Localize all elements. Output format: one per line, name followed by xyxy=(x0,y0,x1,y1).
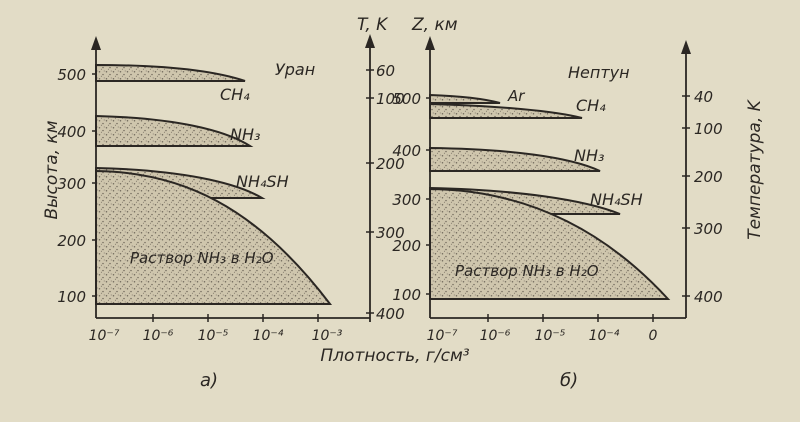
right-temperature-tick-400: 400 xyxy=(694,288,723,306)
right-y-tick-500: 500 xyxy=(392,90,421,108)
left-layer-ch4 xyxy=(95,63,246,82)
right-panel-caption: б) xyxy=(560,370,578,391)
left-x-tick-1e-3: 10⁻³ xyxy=(312,328,343,344)
right-temperature-axis-arrow xyxy=(681,40,691,54)
left-label-nh3: NH₃ xyxy=(230,125,260,144)
left-x-tick-1e-7: 10⁻⁷ xyxy=(89,328,120,344)
right-y-axis-arrow xyxy=(425,36,435,50)
right-temperature-tick-40: 40 xyxy=(694,88,713,106)
right-x-tick-0: 0 xyxy=(649,328,658,344)
right-layer-ar xyxy=(429,93,501,104)
right-planet-label: Нептун xyxy=(568,63,630,82)
left-y-tick-200: 200 xyxy=(57,232,86,250)
right-x-tick-1e-4: 10⁻⁴ xyxy=(589,328,620,344)
left-temperature-tick-60: 60 xyxy=(376,62,395,80)
left-planet-label: Уран xyxy=(275,60,315,79)
right-x-ticks xyxy=(487,314,654,322)
left-temperature-tick-400: 400 xyxy=(376,305,405,323)
left-y-axis-title: Высота, км xyxy=(42,120,62,219)
right-temperature-tick-200: 200 xyxy=(694,168,723,186)
right-y-tick-100: 100 xyxy=(392,286,421,304)
left-x-ticks xyxy=(152,314,319,322)
right-layer-nh3 xyxy=(429,146,601,172)
left-x-tick-1e-4: 10⁻⁴ xyxy=(253,328,284,344)
right-x-tick-1e-7: 10⁻⁷ xyxy=(427,328,458,344)
right-temperature-tick-300: 300 xyxy=(694,220,723,238)
left-panel: 500 400 300 200 100 Высота, км 60 100 20… xyxy=(42,15,405,391)
right-x-tick-1e-6: 10⁻⁶ xyxy=(480,328,511,344)
right-layer-ch4 xyxy=(429,102,583,119)
left-y-tick-100: 100 xyxy=(57,288,86,306)
right-temperature-ticks xyxy=(682,95,690,297)
left-x-tick-1e-5: 10⁻⁵ xyxy=(198,328,229,344)
left-panel-caption: а) xyxy=(200,370,218,391)
left-label-ch4: CH₄ xyxy=(220,85,250,104)
x-axis-title: Плотность, г/см³ xyxy=(320,346,469,366)
left-label-solution: Раствор NH₃ в H₂O xyxy=(130,249,274,267)
left-y-tick-400: 400 xyxy=(57,123,86,141)
left-label-nh4sh: NH₄SH xyxy=(236,172,289,191)
right-y-axis-title: Z, км xyxy=(411,15,458,35)
right-temperature-tick-100: 100 xyxy=(694,120,723,138)
left-y-tick-300: 300 xyxy=(57,175,86,193)
left-temperature-axis-arrow xyxy=(365,34,375,48)
right-label-ch4: CH₄ xyxy=(576,96,606,115)
left-temperature-tick-100: 100 xyxy=(376,90,405,108)
right-label-ar: Ar xyxy=(507,87,525,105)
right-panel: 500 400 300 200 100 Z, км 40 100 200 300… xyxy=(392,15,765,391)
right-y-tick-200: 200 xyxy=(392,237,421,255)
right-y-tick-300: 300 xyxy=(392,191,421,209)
right-y-tick-400: 400 xyxy=(392,142,421,160)
right-label-nh3: NH₃ xyxy=(574,146,604,165)
left-temperature-ticks xyxy=(366,69,374,314)
left-temperature-tick-200: 200 xyxy=(376,155,405,173)
left-y-axis-arrow xyxy=(91,36,101,50)
left-temperature-axis-title: T, K xyxy=(357,15,389,35)
left-layer-nh3 xyxy=(95,114,254,147)
left-layer-solution xyxy=(95,169,333,305)
right-x-tick-1e-5: 10⁻⁵ xyxy=(535,328,566,344)
right-label-nh4sh: NH₄SH xyxy=(590,190,643,209)
right-label-solution: Раствор NH₃ в H₂O xyxy=(455,262,599,280)
left-y-tick-500: 500 xyxy=(57,66,86,84)
right-temperature-axis-title: Температура, K xyxy=(745,98,765,239)
left-temperature-tick-300: 300 xyxy=(376,224,405,242)
right-layer-solution xyxy=(429,187,671,300)
left-x-tick-1e-6: 10⁻⁶ xyxy=(143,328,174,344)
